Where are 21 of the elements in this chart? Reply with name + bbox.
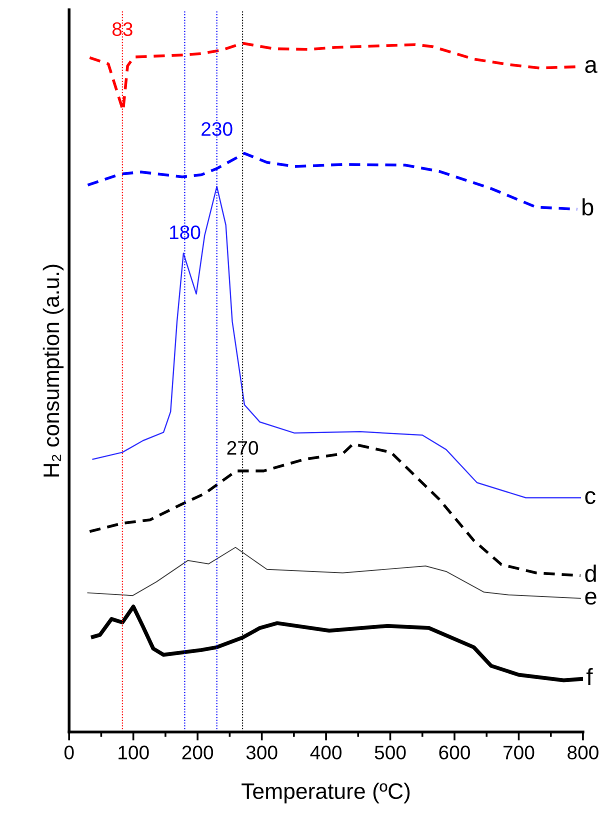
series-label: f [586, 668, 593, 686]
series-label: a [585, 60, 598, 73]
x-tick-label: 0 [64, 746, 74, 760]
x-tick-label: 300 [246, 746, 278, 760]
x-tick-label: 800 [568, 746, 598, 760]
series-label: e [585, 592, 596, 605]
series-label: b [582, 198, 594, 216]
x-tick-label: 200 [182, 746, 214, 760]
series-label: d [585, 564, 596, 582]
annotation: 230 [202, 122, 232, 136]
x-tick-label: 400 [310, 746, 342, 760]
x-tick-label: 100 [118, 746, 149, 760]
x-axis-title: Temperature (ºC) [242, 782, 410, 804]
annotation: 270 [227, 441, 258, 455]
x-tick-label: 500 [374, 746, 406, 760]
x-tick-label: 600 [439, 746, 470, 760]
annotation: 83 [112, 22, 132, 36]
annotation: 180 [170, 225, 200, 240]
series-label: c [585, 491, 596, 504]
y-axis-title: H₂ consumption (a.u.) [42, 264, 64, 476]
x-tick-label: 700 [504, 746, 534, 760]
